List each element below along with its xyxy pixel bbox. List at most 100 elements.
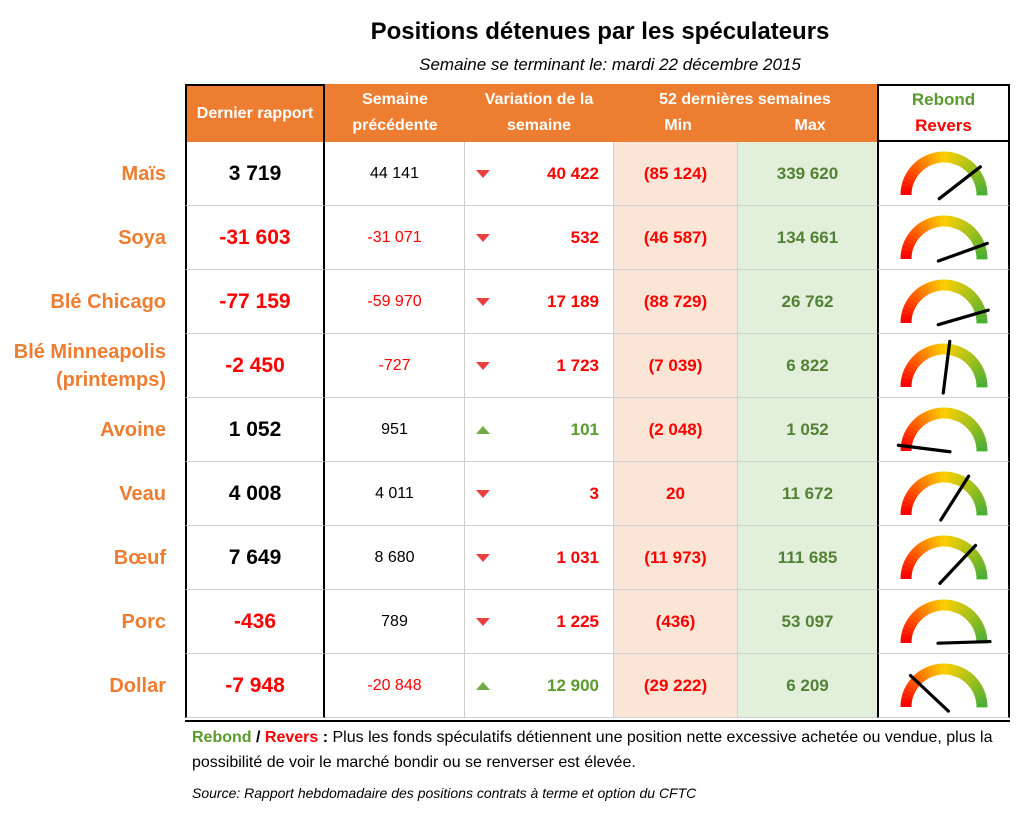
gauge-segment [934,599,941,611]
down-arrow-icon [476,362,490,370]
gauge-segment [905,616,918,627]
gauge-segment [962,415,973,427]
gauge-segment [946,663,953,675]
gauge-segment [973,368,986,377]
gauge-segment [975,313,987,320]
last-report-value: 3 719 [185,142,325,206]
gauge-segment [971,364,984,374]
gauge-segment [965,290,977,302]
gauge-segment [965,162,977,174]
max-52-weeks-value: 11 672 [737,462,877,526]
previous-week-value: -727 [325,334,465,398]
gauge-segment [914,415,925,427]
row-label: Avoine [100,419,166,441]
down-arrow-icon [476,490,490,498]
max-52-weeks-value: 1 052 [737,398,877,462]
gauge-segment [967,293,979,304]
gauge-segment [917,540,928,553]
row-label: Blé Chicago [50,291,166,313]
gauge-cell [877,270,1010,334]
variation-number: 101 [570,419,599,439]
variation-value: 1 225 [465,590,613,654]
gauge-cell [877,526,1010,590]
gauge-segment [903,364,916,374]
gauge-segment [946,151,953,163]
gauge-segment [973,496,986,505]
gauge-segment [930,215,938,228]
gauge-segment [965,610,977,622]
gauge-segment [953,409,962,421]
gauge-segment [975,249,987,256]
gauge-segment [903,236,916,246]
variation-number: 12 900 [547,675,599,695]
gauge-segment [950,535,958,548]
gauge-segment [911,353,923,365]
min-52-weeks-value: (88 729) [613,270,737,334]
previous-week-value: -20 848 [325,654,465,718]
gauge-segment [902,176,914,185]
gauge-segment [903,492,916,502]
max-52-weeks-value: 111 685 [737,526,877,590]
gauge-segment [914,223,925,235]
gauge-segment [905,680,918,691]
gauge-segment [959,412,970,425]
gauge-segment [934,343,941,355]
gauge-segment [908,229,920,240]
gauge-segment [902,496,914,505]
gauge-segment [956,346,966,359]
gauge-segment [965,226,977,238]
gauge-segment [903,556,916,566]
gauge-segment [900,180,913,188]
row-label: Porc [121,611,166,633]
row-label: Bœuf [113,547,166,569]
gauge-segment [971,684,984,694]
gauge-segment [971,172,984,182]
gauge-segment [973,688,986,697]
gauge-segment [925,216,934,229]
min-52-weeks-value: (46 587) [613,206,737,270]
gauge-segment [967,549,979,560]
gauge-needle [936,241,989,263]
gauge-segment [969,168,982,179]
gauge-icon [900,279,990,326]
gauge-segment [971,300,984,310]
max-52-weeks-value: 26 762 [737,270,877,334]
gauge-cell [877,462,1010,526]
gauge-segment [917,284,928,297]
gauge-segment [921,474,931,487]
gauge-cell [877,334,1010,398]
gauge-segment [934,279,941,291]
table-row: Porc -436 789 1 225 (436) 53 097 [122,590,1010,654]
gauge-segment [921,666,931,679]
gauge-icon [900,535,987,585]
gauge-segment [975,377,987,384]
up-arrow-icon [476,682,490,690]
gauge-segment [969,616,982,627]
gauge-segment [930,535,938,548]
gauge-segment [934,215,941,227]
previous-week-value: -31 071 [325,206,465,270]
gauge-segment [921,218,931,231]
gauge-segment [911,481,923,493]
gauge-segment [902,304,914,313]
gauge-segment [925,152,934,165]
gauge-needle [937,543,977,585]
gauge-segment [959,668,970,681]
gauge-segment [911,161,923,173]
header-52-weeks: 52 dernières semaines Min Max [613,84,877,142]
gauge-segment [900,377,912,384]
gauge-segment [953,473,962,485]
table-bottom-border [185,720,1010,722]
variation-value: 40 422 [465,142,613,206]
variation-number: 1 225 [556,611,599,631]
gauge-icon [900,599,992,645]
gauge-segment [900,505,912,512]
previous-week-value: -59 970 [325,270,465,334]
previous-week-value: 4 011 [325,462,465,526]
gauge-segment [902,368,914,377]
table-row: Bœuf 7 649 8 680 1 031 (11 973) 111 685 [114,526,1010,590]
gauge-segment [975,185,987,192]
gauge-needle [941,339,951,395]
gauge-segment [908,293,920,304]
gauge-segment [969,232,982,243]
